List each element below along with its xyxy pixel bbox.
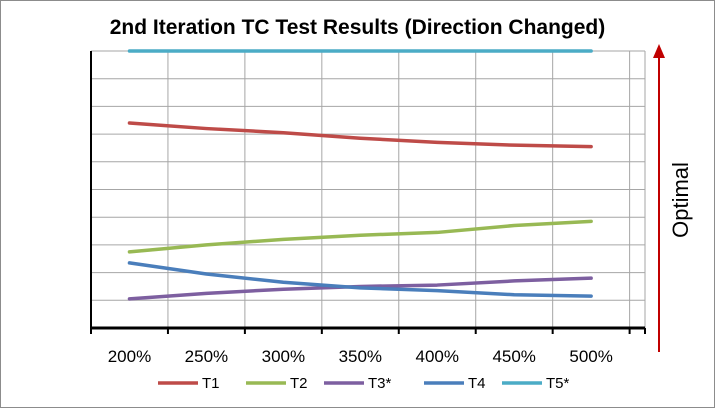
chart-title: 2nd Iteration TC Test Results (Direction… bbox=[109, 16, 606, 39]
optimal-annotation: Optimal bbox=[653, 44, 693, 352]
x-tick-label: 500% bbox=[569, 347, 612, 366]
series-lines bbox=[127, 49, 593, 301]
legend-label: T5* bbox=[546, 375, 570, 392]
legend-label: T2 bbox=[290, 375, 308, 392]
legend: T1 T2 T3* T4 T5* bbox=[158, 375, 570, 392]
series-line-t2 bbox=[127, 219, 593, 254]
series-line-t1 bbox=[127, 121, 593, 149]
x-tick-label: 350% bbox=[339, 347, 382, 366]
x-tick-label: 200% bbox=[108, 347, 151, 366]
x-tick-label: 250% bbox=[185, 347, 228, 366]
x-tick-labels: 200% 250% 300% 350% 400% 450% 500% bbox=[108, 347, 613, 366]
x-tick-label: 400% bbox=[416, 347, 459, 366]
x-tick-label: 450% bbox=[492, 347, 535, 366]
optimal-arrowhead bbox=[653, 44, 665, 58]
axes bbox=[90, 51, 646, 334]
x-tick-label: 300% bbox=[262, 347, 305, 366]
legend-label: T3* bbox=[368, 375, 392, 392]
legend-label: T4 bbox=[468, 375, 486, 392]
series-line-t4 bbox=[127, 261, 593, 298]
optimal-label: Optimal bbox=[668, 162, 693, 238]
legend-label: T1 bbox=[202, 375, 220, 392]
gridlines bbox=[91, 50, 646, 328]
